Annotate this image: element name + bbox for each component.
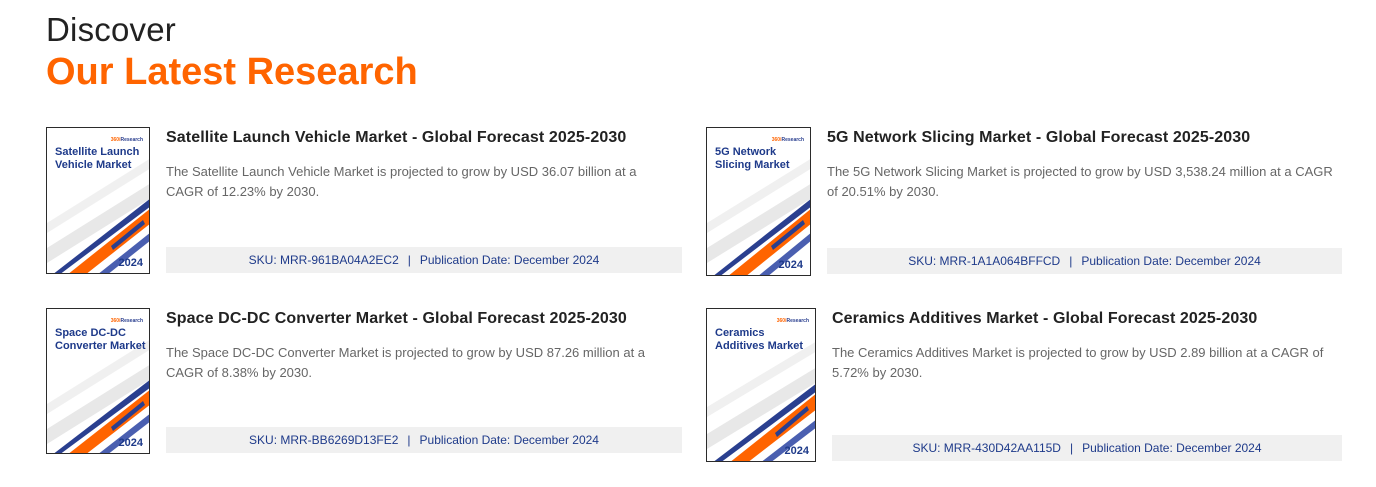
report-cover-image[interactable]: 360iResearch Ceramics Additives Market 2… (706, 308, 816, 462)
cover-year: 2024 (118, 437, 143, 449)
cover-title: Space DC-DC Converter Market (55, 327, 146, 352)
report-description: The Satellite Launch Vehicle Market is p… (166, 164, 637, 199)
cover-year: 2024 (784, 445, 809, 457)
report-sku: SKU: MRR-1A1A064BFFCD (908, 254, 1061, 268)
report-meta: SKU: MRR-BB6269D13FE2 | Publication Date… (166, 427, 682, 453)
report-publication-date: Publication Date: December 2024 (1081, 254, 1261, 268)
heading-discover: Discover (46, 11, 176, 48)
report-meta: SKU: MRR-1A1A064BFFCD | Publication Date… (827, 248, 1342, 274)
report-sku: SKU: MRR-430D42AA115D (912, 441, 1061, 455)
meta-separator: | (1069, 441, 1074, 455)
report-description: The 5G Network Slicing Market is project… (827, 164, 1333, 199)
cover-stripes-graphic (707, 342, 815, 461)
report-publication-date: Publication Date: December 2024 (1082, 441, 1262, 455)
section-heading: Discover Our Latest Research (46, 10, 418, 94)
cover-title: Satellite Launch Vehicle Market (55, 146, 140, 171)
meta-separator: | (407, 433, 411, 447)
cover-title: Ceramics Additives Market (715, 327, 804, 352)
cover-stripes-graphic (47, 340, 149, 453)
report-meta: SKU: MRR-430D42AA115D | Publication Date… (832, 435, 1342, 461)
report-description: The Ceramics Additives Market is project… (832, 345, 1324, 380)
report-publication-date: Publication Date: December 2024 (419, 253, 600, 267)
report-publication-date: Publication Date: December 2024 (419, 433, 599, 447)
report-sku: SKU: MRR-BB6269D13FE2 (249, 433, 399, 447)
cover-brand-logo: 360iResearch (771, 137, 804, 143)
report-cover-image[interactable]: 360iResearch Space DC-DC Converter Marke… (46, 308, 150, 454)
meta-separator: | (1069, 254, 1073, 268)
report-title[interactable]: Satellite Launch Vehicle Market - Global… (166, 129, 627, 146)
report-meta: SKU: MRR-961BA04A2EC2 | Publication Date… (166, 247, 682, 273)
cover-year: 2024 (118, 257, 143, 269)
report-sku: SKU: MRR-961BA04A2EC2 (248, 253, 399, 267)
report-cover-image[interactable]: 360iResearch 5G Network Slicing Market 2… (706, 127, 811, 276)
cover-brand-logo: 360iResearch (110, 318, 143, 324)
report-title[interactable]: 5G Network Slicing Market - Global Forec… (827, 129, 1251, 146)
cover-brand-logo: 360iResearch (776, 318, 809, 324)
cover-brand-logo: 360iResearch (110, 137, 143, 143)
report-description: The Space DC-DC Converter Market is proj… (166, 345, 646, 380)
report-title[interactable]: Space DC-DC Converter Market - Global Fo… (166, 310, 627, 327)
cover-title: 5G Network Slicing Market (715, 146, 790, 171)
heading-latest-research: Our Latest Research (46, 51, 418, 93)
report-cover-image[interactable]: 360iResearch Satellite Launch Vehicle Ma… (46, 127, 150, 274)
cover-year: 2024 (778, 259, 803, 271)
report-title[interactable]: Ceramics Additives Market - Global Forec… (832, 310, 1258, 327)
cover-stripes-graphic (707, 159, 810, 275)
cover-stripes-graphic (47, 159, 149, 273)
meta-separator: | (407, 253, 411, 267)
